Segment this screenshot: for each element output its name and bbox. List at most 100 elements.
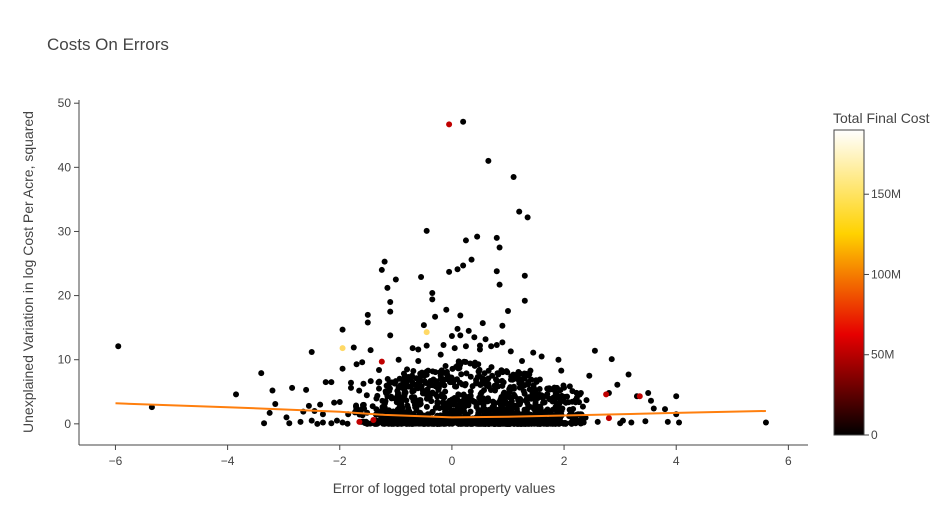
data-point [540,399,547,406]
data-point [528,417,535,424]
data-point [451,345,458,352]
data-point [521,407,528,414]
data-point [356,418,363,425]
data-point [521,297,528,304]
y-tick-label: 30 [58,224,72,238]
data-point [442,408,449,415]
x-tick-label: −6 [109,454,123,468]
data-point [438,367,445,374]
data-point [594,418,601,425]
data-point [317,401,324,408]
data-point [481,370,488,377]
data-point [406,408,413,415]
data-point [333,417,340,424]
data-point [328,420,335,427]
data-point [432,313,439,320]
data-point [467,388,474,395]
colorbar-tick-label: 150M [871,187,901,201]
data-point [390,409,397,416]
data-point [552,391,559,398]
data-point [485,157,492,164]
data-point [410,367,417,374]
data-point [462,343,469,350]
data-point [397,382,404,389]
data-point [347,384,354,391]
data-point [451,419,458,426]
data-point [480,401,487,408]
data-point [511,391,518,398]
data-point [492,376,499,383]
data-point [363,392,370,399]
data-point [400,370,407,377]
data-point [386,385,393,392]
data-point [441,394,448,401]
data-point [303,386,310,393]
data-point [463,370,470,377]
data-point [364,311,371,318]
data-point [474,420,481,427]
y-tick-group: 0 10 20 30 40 50 [58,96,79,431]
data-point [328,379,335,386]
data-point [364,319,371,326]
data-point [442,388,449,395]
data-point [507,384,514,391]
data-point [579,403,586,410]
data-point [367,347,374,354]
data-point [460,118,467,125]
data-point [454,405,461,412]
data-point [439,399,446,406]
data-point [272,400,279,407]
data-point [490,398,497,405]
data-point [762,419,769,426]
data-point [387,308,394,315]
data-point [446,397,453,404]
data-point [423,403,430,410]
data-point [416,401,423,408]
data-point [583,397,590,404]
data-point [417,409,424,416]
data-point [514,375,521,382]
data-point [454,266,461,273]
data-point [572,397,579,404]
data-point [442,363,449,370]
data-point [455,391,462,398]
data-point [566,383,573,390]
data-point [395,356,402,363]
data-point [515,369,522,376]
data-point [645,390,652,397]
data-point [569,388,576,395]
data-point [440,341,447,348]
y-tick-label: 20 [58,289,72,303]
data-point [443,419,450,426]
data-point [673,393,680,400]
data-point [460,406,467,413]
data-point [558,392,565,399]
data-point [577,390,584,397]
data-point [463,397,470,404]
data-point [516,208,523,215]
colorbar-title: Total Final Cost [833,110,930,126]
data-point [546,420,553,427]
data-point [465,327,472,334]
data-point [347,379,354,386]
data-point [517,395,524,402]
data-point [258,370,265,377]
data-point [476,394,483,401]
data-point [331,399,338,406]
colorbar-tick-label: 100M [871,267,901,281]
colorbar-tick-group: 0 50M 100M 150M [864,187,901,442]
data-point [370,416,377,423]
data-point [530,349,537,356]
data-point [446,121,453,128]
data-point [339,419,346,426]
data-point [460,262,467,269]
data-point [471,334,478,341]
data-point [605,415,612,422]
data-point [376,366,383,373]
data-point [479,418,486,425]
data-point [443,306,450,313]
data-point [552,420,559,427]
data-point [547,396,554,403]
data-point [533,406,540,413]
data-point [405,420,412,427]
